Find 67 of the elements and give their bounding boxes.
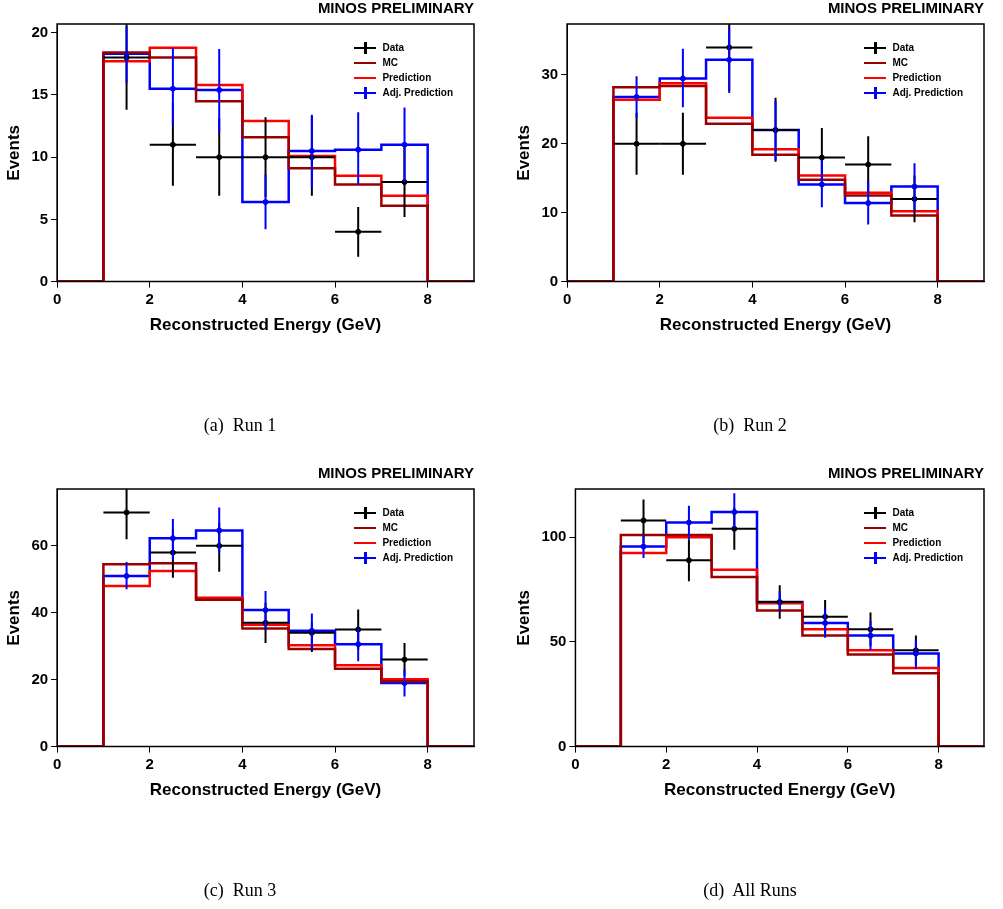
legend-label: MC (382, 521, 398, 535)
chart-title: MINOS PRELIMINARY (827, 0, 984, 17)
y-axis-title: Events (513, 589, 533, 646)
x-tick-label: 2 (662, 754, 671, 772)
legend-label: MC (382, 56, 398, 70)
legend-label: Prediction (892, 536, 942, 550)
x-tick-label: 4 (238, 289, 248, 307)
legend-label: Adj. Prediction (892, 86, 963, 100)
y-tick-label: 50 (549, 632, 567, 650)
y-tick-label: 0 (39, 271, 49, 289)
x-tick-label: 2 (655, 289, 664, 307)
y-tick-label: 100 (541, 527, 567, 545)
x-tick-label: 8 (934, 754, 943, 772)
y-axis-title: Events (3, 589, 23, 646)
y-tick-label: 0 (549, 271, 559, 289)
x-tick-label: 2 (145, 289, 154, 307)
x-tick-label: 6 (330, 289, 340, 307)
legend-label: Adj. Prediction (382, 551, 453, 565)
x-tick-label: 6 (330, 754, 340, 772)
x-tick-label: 8 (933, 289, 942, 307)
legend-label: Data (892, 506, 915, 520)
y-tick-label: 5 (39, 209, 49, 227)
x-tick-label: 2 (145, 754, 154, 772)
x-tick-label: 8 (423, 754, 432, 772)
y-tick-label: 20 (31, 22, 49, 40)
legend-label: Data (382, 41, 405, 55)
x-tick-label: 4 (238, 754, 248, 772)
text: (b) Run 2 (712, 415, 788, 436)
y-tick-label: 10 (541, 202, 559, 220)
x-axis-title: Reconstructed Energy (GeV) (659, 315, 892, 335)
legend-label: Prediction (382, 71, 432, 85)
text: (c) Run 3 (202, 880, 278, 901)
y-tick-label: 15 (31, 85, 49, 103)
y-tick-label: 0 (39, 736, 49, 754)
y-tick-label: 30 (541, 65, 559, 83)
x-axis-title: Reconstructed Energy (GeV) (663, 780, 896, 800)
y-tick-label: 40 (31, 602, 49, 620)
text: (d) All Runs (702, 880, 798, 901)
x-axis-title: Reconstructed Energy (GeV) (149, 780, 382, 800)
x-tick-label: 4 (752, 754, 762, 772)
y-tick-label: 20 (541, 133, 559, 151)
legend-label: Prediction (382, 536, 432, 550)
chart-title: MINOS PRELIMINARY (317, 0, 474, 17)
legend-label: Adj. Prediction (382, 86, 453, 100)
y-axis-title: Events (513, 124, 533, 181)
y-axis-title: Events (3, 124, 23, 181)
x-tick-label: 0 (52, 289, 62, 307)
x-tick-label: 6 (843, 754, 852, 772)
chart-title: MINOS PRELIMINARY (827, 464, 984, 482)
legend-label: Data (382, 506, 405, 520)
x-tick-label: 6 (840, 289, 850, 307)
legend-label: MC (892, 56, 908, 70)
y-tick-label: 0 (558, 736, 567, 754)
legend-label: MC (892, 521, 908, 535)
x-tick-label: 0 (52, 754, 62, 772)
x-axis-title: Reconstructed Energy (GeV) (149, 315, 382, 335)
legend-label: Data (892, 41, 915, 55)
chart-title: MINOS PRELIMINARY (317, 464, 474, 482)
text: (a) Run 1 (202, 415, 278, 436)
x-tick-label: 8 (423, 289, 432, 307)
y-tick-label: 60 (31, 536, 49, 554)
legend-label: Prediction (892, 71, 942, 85)
y-tick-label: 10 (31, 147, 49, 165)
x-tick-label: 0 (571, 754, 580, 772)
x-tick-label: 4 (748, 289, 758, 307)
legend-label: Adj. Prediction (892, 551, 963, 565)
y-tick-label: 20 (31, 669, 49, 687)
